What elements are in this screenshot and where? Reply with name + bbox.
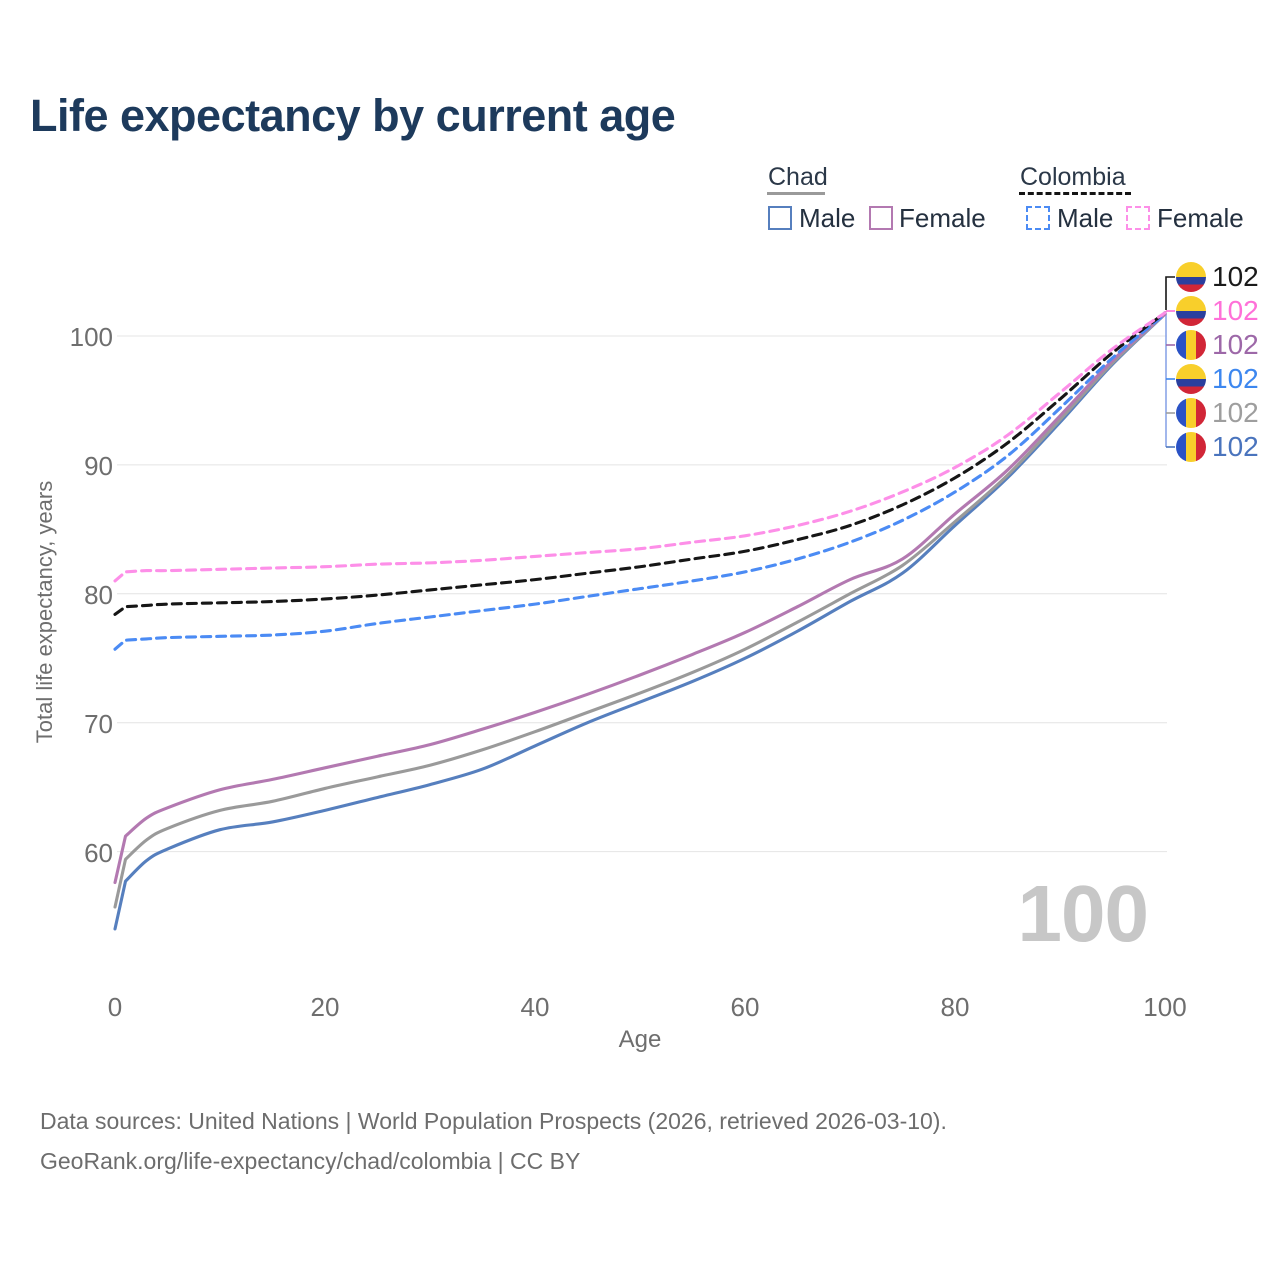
chad-flag-icon <box>1176 330 1206 360</box>
legend-group-colombia-label[interactable]: Colombia <box>1020 163 1126 191</box>
end-value-colombia: 102 <box>1212 261 1259 292</box>
legend-label-colombia-male[interactable]: Male <box>1057 203 1114 233</box>
series-line-colombia[interactable] <box>113 311 1167 616</box>
end-value-colombia-female: 102 <box>1212 295 1259 326</box>
legend-chad-line-sample <box>767 192 825 195</box>
y-tick-label-90: 90 <box>84 450 113 481</box>
y-tick-label-70: 70 <box>84 708 113 739</box>
series-line-colombia-male[interactable] <box>113 312 1167 651</box>
x-tick-label-40: 40 <box>520 992 550 1022</box>
series-line-chad-female[interactable] <box>113 312 1167 885</box>
end-value-colombia-male: 102 <box>1212 363 1259 394</box>
end-value-chad-female: 102 <box>1212 329 1259 360</box>
x-tick-label-100: 100 <box>1143 992 1187 1022</box>
colombia-flag-icon <box>1176 262 1206 292</box>
y-tick-label-80: 80 <box>84 579 113 610</box>
x-tick-label-0: 0 <box>107 992 123 1022</box>
legend-swatch-chad-female[interactable] <box>869 206 893 230</box>
legend-group-chad-label[interactable]: Chad <box>768 163 828 191</box>
x-axis-title: Age <box>618 1026 662 1053</box>
end-value-chad-male: 102 <box>1212 431 1259 462</box>
colombia-flag-icon <box>1176 364 1206 394</box>
chad-flag-icon <box>1176 432 1206 462</box>
legend-label-colombia-female[interactable]: Female <box>1157 203 1244 233</box>
leader-colombia <box>1165 276 1175 310</box>
legend-label-chad-female[interactable]: Female <box>899 203 986 233</box>
x-tick-label-20: 20 <box>310 992 340 1022</box>
x-tick-label-60: 60 <box>730 992 760 1022</box>
y-tick-label-100: 100 <box>69 322 113 352</box>
legend-label-chad-male[interactable]: Male <box>799 203 856 233</box>
y-axis-title: Total life expectancy, years <box>32 480 57 744</box>
end-value-chad: 102 <box>1212 397 1259 428</box>
legend-colombia-line-sample <box>1019 192 1131 195</box>
series-line-chad-male[interactable] <box>113 312 1167 931</box>
x-tick-label-80: 80 <box>940 992 970 1022</box>
legend-swatch-chad-male[interactable] <box>768 206 792 230</box>
legend-swatch-colombia-male[interactable] <box>1026 206 1050 230</box>
attribution-link[interactable]: GeoRank.org/life-expectancy/chad/colombi… <box>40 1148 581 1174</box>
legend-swatch-colombia-female[interactable] <box>1126 206 1150 230</box>
current-age-readout: 100 <box>1017 869 1149 958</box>
data-sources-note: Data sources: United Nations | World Pop… <box>40 1108 947 1134</box>
y-tick-label-60: 60 <box>84 837 113 868</box>
series-line-colombia-female[interactable] <box>113 311 1167 583</box>
page-title: Life expectancy by current age <box>30 90 676 141</box>
series-line-chad[interactable] <box>113 312 1167 909</box>
colombia-flag-icon <box>1176 296 1206 326</box>
chad-flag-icon <box>1176 398 1206 428</box>
